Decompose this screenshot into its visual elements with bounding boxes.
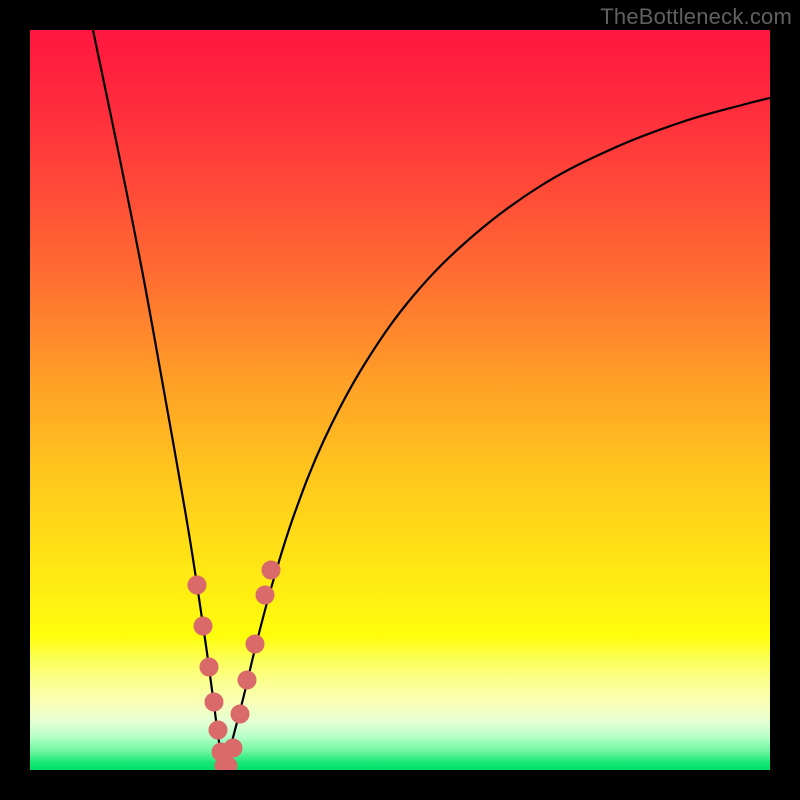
curve-layer	[30, 30, 770, 770]
data-marker	[188, 576, 206, 594]
plot-area	[30, 30, 770, 770]
data-marker	[219, 757, 237, 770]
attribution-text: TheBottleneck.com	[600, 4, 792, 30]
curve-right	[223, 98, 770, 766]
chart-root: TheBottleneck.com	[0, 0, 800, 800]
data-marker	[256, 586, 274, 604]
data-marker	[224, 739, 242, 757]
data-marker	[205, 693, 223, 711]
data-marker	[194, 617, 212, 635]
data-marker	[231, 705, 249, 723]
data-marker	[238, 671, 256, 689]
data-marker	[262, 561, 280, 579]
border-right	[770, 0, 800, 800]
data-marker	[246, 635, 264, 653]
curve-left	[93, 30, 223, 766]
marker-group	[188, 561, 280, 770]
border-bottom	[0, 770, 800, 800]
data-marker	[200, 658, 218, 676]
border-left	[0, 0, 30, 800]
data-marker	[209, 721, 227, 739]
